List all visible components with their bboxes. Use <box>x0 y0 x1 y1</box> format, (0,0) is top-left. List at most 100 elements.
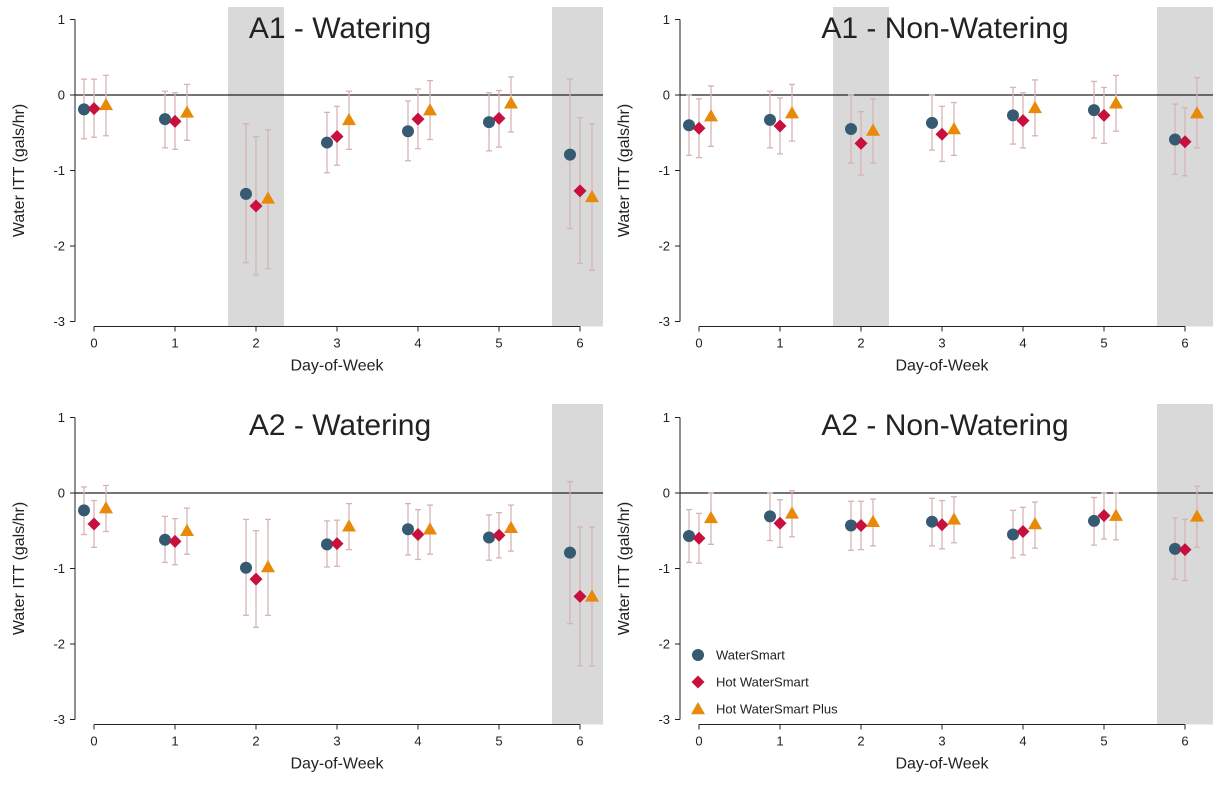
series-diamond <box>692 86 1192 177</box>
x-tick-label: 0 <box>90 734 97 749</box>
y-tick-label: 0 <box>663 88 670 103</box>
data-point <box>411 112 425 126</box>
data-point <box>423 522 437 535</box>
shaded-day-band <box>552 7 603 327</box>
data-point <box>683 530 695 543</box>
data-point <box>947 512 961 525</box>
data-point <box>87 102 101 116</box>
data-point <box>249 199 263 213</box>
x-tick-label: 4 <box>414 336 421 351</box>
data-point <box>866 514 880 527</box>
data-point <box>1109 96 1123 109</box>
data-point <box>692 121 706 135</box>
legend-marker <box>692 649 704 661</box>
data-point <box>1088 514 1100 527</box>
y-tick-label: -2 <box>658 239 670 254</box>
y-tick-label: -2 <box>53 637 65 652</box>
x-tick-label: 3 <box>333 734 340 749</box>
data-point <box>1178 135 1192 149</box>
data-point <box>845 122 857 135</box>
x-tick-label: 1 <box>171 336 178 351</box>
data-point <box>504 96 518 109</box>
data-point <box>1109 508 1123 521</box>
data-point <box>1028 100 1042 114</box>
y-tick-label: 1 <box>663 410 670 425</box>
data-point <box>785 506 799 519</box>
x-tick-label: 3 <box>938 734 945 749</box>
chart-title: A1 - Non-Watering <box>821 12 1068 45</box>
y-tick-label: 0 <box>663 486 670 501</box>
data-point <box>87 517 101 531</box>
data-point <box>483 116 495 129</box>
data-point <box>1190 106 1204 119</box>
x-tick-label: 2 <box>857 336 864 351</box>
data-point <box>854 518 868 532</box>
data-point <box>330 537 344 551</box>
data-point <box>947 121 961 135</box>
x-tick-label: 2 <box>857 734 864 749</box>
shaded-day-band <box>552 404 603 725</box>
data-point <box>1097 509 1111 523</box>
data-point <box>330 130 344 144</box>
y-tick-label: -2 <box>53 239 65 254</box>
x-axis-title: Day-of-Week <box>290 358 384 375</box>
data-point <box>1088 104 1100 117</box>
series-triangle <box>99 74 599 271</box>
x-tick-label: 2 <box>252 734 259 749</box>
data-point <box>785 106 799 119</box>
x-tick-label: 1 <box>171 734 178 749</box>
data-point <box>402 125 414 138</box>
y-axis-title: Water ITT (gals/hr) <box>11 502 28 635</box>
legend-marker <box>691 675 705 689</box>
data-point <box>1097 108 1111 122</box>
data-point <box>168 534 182 548</box>
data-point <box>1028 516 1042 530</box>
data-point <box>935 518 949 532</box>
x-tick-label: 1 <box>776 734 783 749</box>
data-point <box>773 119 787 133</box>
data-point <box>926 116 938 129</box>
y-tick-label: -3 <box>53 712 65 727</box>
data-point <box>866 123 880 136</box>
data-point <box>159 533 171 546</box>
data-point <box>483 531 495 544</box>
series-diamond <box>87 499 587 667</box>
y-tick-label: -3 <box>658 712 670 727</box>
data-point <box>926 515 938 528</box>
series-circle <box>78 481 576 625</box>
y-tick-label: 0 <box>58 88 65 103</box>
data-point <box>411 528 425 542</box>
data-point <box>845 519 857 532</box>
data-point <box>99 97 113 111</box>
y-tick-label: -1 <box>53 561 65 576</box>
y-axis-title: Water ITT (gals/hr) <box>11 104 28 237</box>
y-tick-label: -1 <box>658 163 670 178</box>
x-axis-title: Day-of-Week <box>895 358 989 375</box>
chart-title: A1 - Watering <box>249 12 431 45</box>
data-point <box>764 510 776 523</box>
data-point <box>683 119 695 132</box>
data-point <box>692 531 706 545</box>
data-point <box>854 136 868 150</box>
data-point <box>1016 525 1030 539</box>
x-tick-label: 6 <box>1181 734 1188 749</box>
series-triangle <box>704 485 1204 549</box>
data-point <box>342 519 356 532</box>
data-point <box>261 559 275 573</box>
series-diamond <box>87 78 587 276</box>
chart-panel-2: 1 0 -1 -2 -3 0 1 2 3 4 5 6 A1 - Non-Watering Day-of-W… <box>616 7 1213 375</box>
x-tick-label: 5 <box>1100 734 1107 749</box>
chart-panel-3: 1 0 -1 -2 -3 0 1 2 3 4 5 6 A2 - Watering Day-of-Week W… <box>11 404 603 773</box>
legend-marker <box>691 702 705 715</box>
x-tick-label: 2 <box>252 336 259 351</box>
legend-label: Hot WaterSmart Plus <box>716 702 838 717</box>
chart-title: A2 - Watering <box>249 409 431 442</box>
data-point <box>935 127 949 141</box>
y-tick-label: 1 <box>663 12 670 27</box>
data-point <box>180 105 194 118</box>
x-tick-label: 0 <box>90 336 97 351</box>
data-point <box>78 504 90 517</box>
data-point <box>1007 528 1019 541</box>
x-tick-label: 5 <box>495 336 502 351</box>
